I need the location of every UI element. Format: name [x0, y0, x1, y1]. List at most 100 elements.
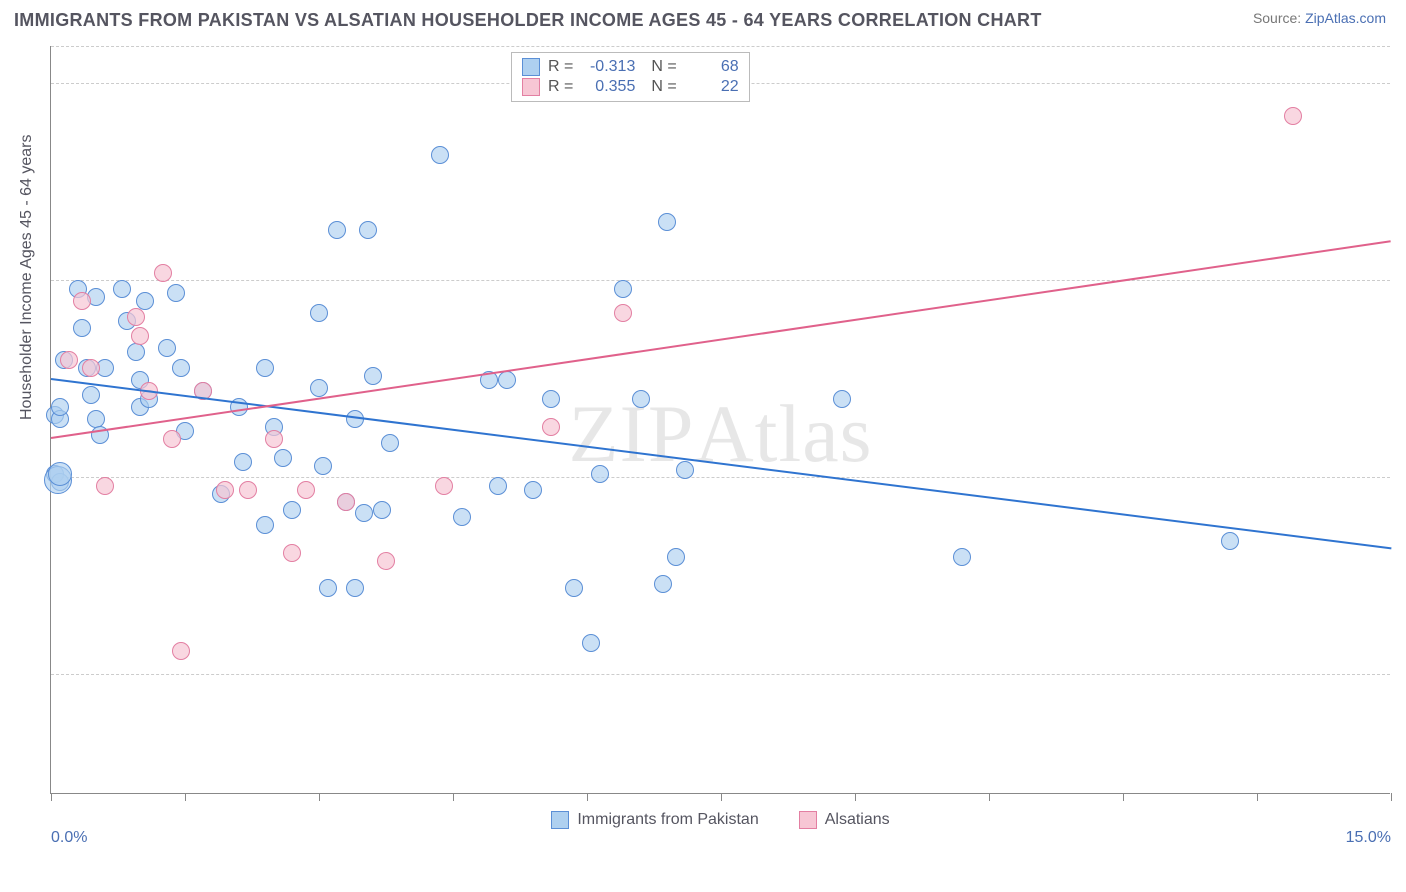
x-tick: [721, 793, 722, 801]
data-point: [833, 390, 851, 408]
legend-label: Alsatians: [825, 811, 890, 829]
y-tick-label: $100,000: [1396, 451, 1406, 469]
y-tick-label: $50,000: [1396, 648, 1406, 666]
gridline: [51, 280, 1390, 281]
legend-swatch: [551, 811, 569, 829]
data-point: [127, 308, 145, 326]
legend-n-label: N =: [651, 78, 676, 96]
data-point: [256, 516, 274, 534]
legend-r-label: R =: [548, 58, 573, 76]
data-point: [158, 339, 176, 357]
data-point: [283, 544, 301, 562]
gridline: [51, 674, 1390, 675]
data-point: [48, 462, 72, 486]
data-point: [346, 579, 364, 597]
legend-r-label: R =: [548, 78, 573, 96]
data-point: [256, 359, 274, 377]
legend-row: R = -0.313 N = 68: [522, 57, 739, 77]
source-link[interactable]: ZipAtlas.com: [1305, 10, 1386, 26]
legend-n-value: 68: [685, 58, 739, 76]
data-point: [314, 457, 332, 475]
legend-label: Immigrants from Pakistan: [577, 811, 758, 829]
data-point: [319, 579, 337, 597]
gridline: [51, 477, 1390, 478]
x-tick-label: 15.0%: [1346, 829, 1391, 847]
x-tick-label: 0.0%: [51, 829, 87, 847]
data-point: [239, 481, 257, 499]
data-point: [667, 548, 685, 566]
data-point: [453, 508, 471, 526]
x-tick: [1257, 793, 1258, 801]
data-point: [60, 351, 78, 369]
gridline: [51, 46, 1390, 47]
legend-item: Immigrants from Pakistan: [551, 811, 758, 829]
legend-swatch: [522, 78, 540, 96]
data-point: [216, 481, 234, 499]
legend-swatch: [799, 811, 817, 829]
data-point: [591, 465, 609, 483]
x-tick: [855, 793, 856, 801]
data-point: [676, 461, 694, 479]
watermark: ZIPAtlas: [568, 387, 872, 481]
data-point: [565, 579, 583, 597]
x-tick: [319, 793, 320, 801]
data-point: [431, 146, 449, 164]
data-point: [274, 449, 292, 467]
data-point: [582, 634, 600, 652]
legend-n-label: N =: [651, 58, 676, 76]
legend-r-value: -0.313: [581, 58, 635, 76]
x-tick: [587, 793, 588, 801]
data-point: [167, 284, 185, 302]
x-tick: [1123, 793, 1124, 801]
data-point: [953, 548, 971, 566]
data-point: [154, 264, 172, 282]
x-tick: [989, 793, 990, 801]
data-point: [82, 359, 100, 377]
data-point: [658, 213, 676, 231]
data-point: [73, 292, 91, 310]
data-point: [51, 398, 69, 416]
y-tick-label: $150,000: [1396, 254, 1406, 272]
data-point: [113, 280, 131, 298]
data-point: [489, 477, 507, 495]
x-tick: [51, 793, 52, 801]
data-point: [310, 379, 328, 397]
y-tick-label: $200,000: [1396, 57, 1406, 75]
data-point: [234, 453, 252, 471]
legend-r-value: 0.355: [581, 78, 635, 96]
x-tick: [1391, 793, 1392, 801]
x-tick: [453, 793, 454, 801]
data-point: [82, 386, 100, 404]
legend-row: R = 0.355 N = 22: [522, 77, 739, 97]
data-point: [359, 221, 377, 239]
legend-item: Alsatians: [799, 811, 890, 829]
data-point: [355, 504, 373, 522]
data-point: [172, 642, 190, 660]
data-point: [542, 390, 560, 408]
data-point: [614, 280, 632, 298]
legend-n-value: 22: [685, 78, 739, 96]
y-axis-label: Householder Income Ages 45 - 64 years: [18, 135, 36, 421]
data-point: [524, 481, 542, 499]
series-legend: Immigrants from Pakistan Alsatians: [51, 811, 1390, 829]
data-point: [364, 367, 382, 385]
trend-line: [51, 240, 1391, 439]
data-point: [542, 418, 560, 436]
data-point: [654, 575, 672, 593]
data-point: [297, 481, 315, 499]
chart-title: IMMIGRANTS FROM PAKISTAN VS ALSATIAN HOU…: [14, 10, 1042, 31]
data-point: [131, 327, 149, 345]
data-point: [265, 430, 283, 448]
correlation-legend: R = -0.313 N = 68 R = 0.355 N = 22: [511, 52, 750, 102]
data-point: [96, 477, 114, 495]
legend-swatch: [522, 58, 540, 76]
data-point: [328, 221, 346, 239]
data-point: [1221, 532, 1239, 550]
data-point: [337, 493, 355, 511]
data-point: [163, 430, 181, 448]
data-point: [1284, 107, 1302, 125]
data-point: [498, 371, 516, 389]
data-point: [283, 501, 301, 519]
data-point: [310, 304, 328, 322]
data-point: [373, 501, 391, 519]
